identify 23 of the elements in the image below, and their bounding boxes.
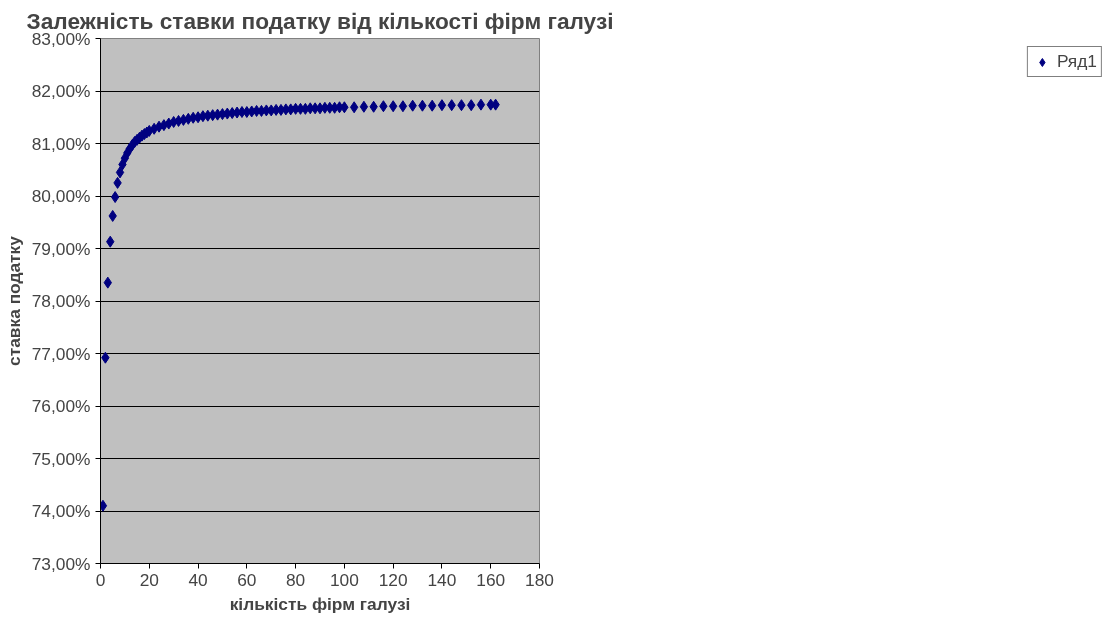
y-tick-label: 82,00% [31,81,91,101]
y-tick-label: 80,00% [31,186,91,206]
y-tick-label: 75,00% [31,448,91,469]
y-tick-label: 76,00% [31,396,91,416]
y-tick-label: 81,00% [31,133,91,154]
y-tick-label: 77,00% [31,343,91,364]
x-tick-label: 20 [139,569,159,590]
y-tick-label: 78,00% [31,291,91,311]
x-tick-label: 180 [525,569,554,590]
legend-label: Ряд1 [1056,51,1097,72]
x-axis-title: кількість фірм галузі [229,593,411,614]
y-axis-title: ставка податку [3,235,24,366]
x-tick-label: 80 [285,569,306,590]
x-tick-label: 160 [476,569,506,590]
x-tick-label: 40 [188,569,208,590]
y-tick-label: 74,00% [31,501,91,521]
x-tick-label: 60 [237,569,257,590]
y-tick-label: 79,00% [31,238,91,259]
x-tick-label: 120 [378,569,408,590]
y-tick-label: 73,00% [31,553,91,574]
x-tick-label: 100 [329,569,359,590]
x-tick-label: 0 [95,569,106,590]
x-tick-label: 140 [427,569,457,590]
